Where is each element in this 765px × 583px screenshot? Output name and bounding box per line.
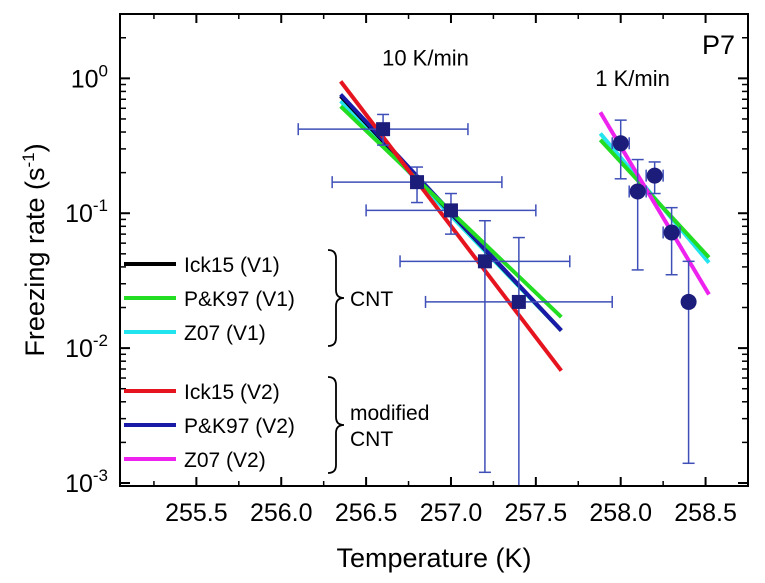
data-point-circle bbox=[646, 167, 663, 184]
data-point-circle bbox=[663, 224, 680, 241]
x-tick-label: 258.0 bbox=[589, 499, 652, 527]
x-tick-label: 257.5 bbox=[505, 499, 568, 527]
data-point-circle bbox=[612, 135, 629, 152]
legend: Ick15 (V1) P&K97 (V1) Z07 (V1) CNT Ick15 (V2… bbox=[124, 249, 429, 474]
fit-line bbox=[598, 138, 711, 259]
y-tick-base: 10 bbox=[71, 65, 99, 93]
data-point-square bbox=[511, 294, 526, 309]
legend-group-label: CNT bbox=[350, 288, 393, 311]
legend-label: P&K97 (V1) bbox=[184, 288, 295, 311]
legend-brace bbox=[327, 376, 345, 474]
y-axis-title-sup: -1 bbox=[19, 152, 38, 167]
x-tick-label: 256.0 bbox=[250, 499, 313, 527]
data-point-circle bbox=[680, 293, 697, 310]
annotation-10kmin: 10 K/min bbox=[382, 45, 469, 70]
y-axis-title: Freezing rate (s-1) bbox=[19, 143, 50, 356]
panel-label: P7 bbox=[702, 30, 735, 60]
legend-label: Ick15 (V2) bbox=[184, 381, 280, 404]
x-tick-label: 258.5 bbox=[674, 499, 737, 527]
data-point-square bbox=[410, 175, 425, 190]
legend-label: Ick15 (V1) bbox=[184, 254, 280, 277]
legend-label: Z07 (V2) bbox=[184, 449, 266, 472]
data-point-square bbox=[376, 122, 391, 137]
y-tick-label: 10-1 bbox=[65, 196, 108, 228]
data-markers bbox=[376, 122, 697, 310]
legend-group-label: modified bbox=[350, 402, 429, 425]
y-tick-base: 10 bbox=[65, 470, 93, 498]
data-point-square bbox=[477, 254, 492, 269]
legend-brace bbox=[327, 249, 345, 347]
data-point-square bbox=[443, 203, 458, 218]
y-axis-title-close: ) bbox=[20, 143, 50, 152]
y-tick-exponent: 0 bbox=[99, 61, 108, 80]
data-point-circle bbox=[629, 183, 646, 200]
x-axis: 255.5 256.0 256.5 257.0 257.5 258.0 258.5 bbox=[153, 14, 737, 527]
y-tick-exponent: -3 bbox=[93, 466, 108, 485]
y-tick-label: 10-2 bbox=[65, 331, 108, 363]
plot-frame bbox=[119, 13, 749, 487]
y-tick-exponent: -1 bbox=[93, 196, 108, 215]
y-tick-base: 10 bbox=[65, 335, 93, 363]
y-tick-label: 100 bbox=[71, 61, 108, 93]
legend-label: P&K97 (V2) bbox=[184, 415, 295, 438]
y-tick-label: 10-3 bbox=[65, 466, 108, 498]
x-tick-label: 257.0 bbox=[420, 499, 483, 527]
legend-group-label: CNT bbox=[350, 428, 393, 451]
legend-label: Z07 (V1) bbox=[184, 322, 266, 345]
y-axis-title-main: Freezing rate (s bbox=[20, 168, 50, 357]
x-axis-title: Temperature (K) bbox=[336, 543, 531, 573]
y-tick-exponent: -2 bbox=[93, 331, 108, 350]
annotation-1kmin: 1 K/min bbox=[595, 66, 670, 91]
y-tick-base: 10 bbox=[65, 200, 93, 228]
x-tick-label: 255.5 bbox=[165, 499, 228, 527]
x-tick-label: 256.5 bbox=[335, 499, 398, 527]
